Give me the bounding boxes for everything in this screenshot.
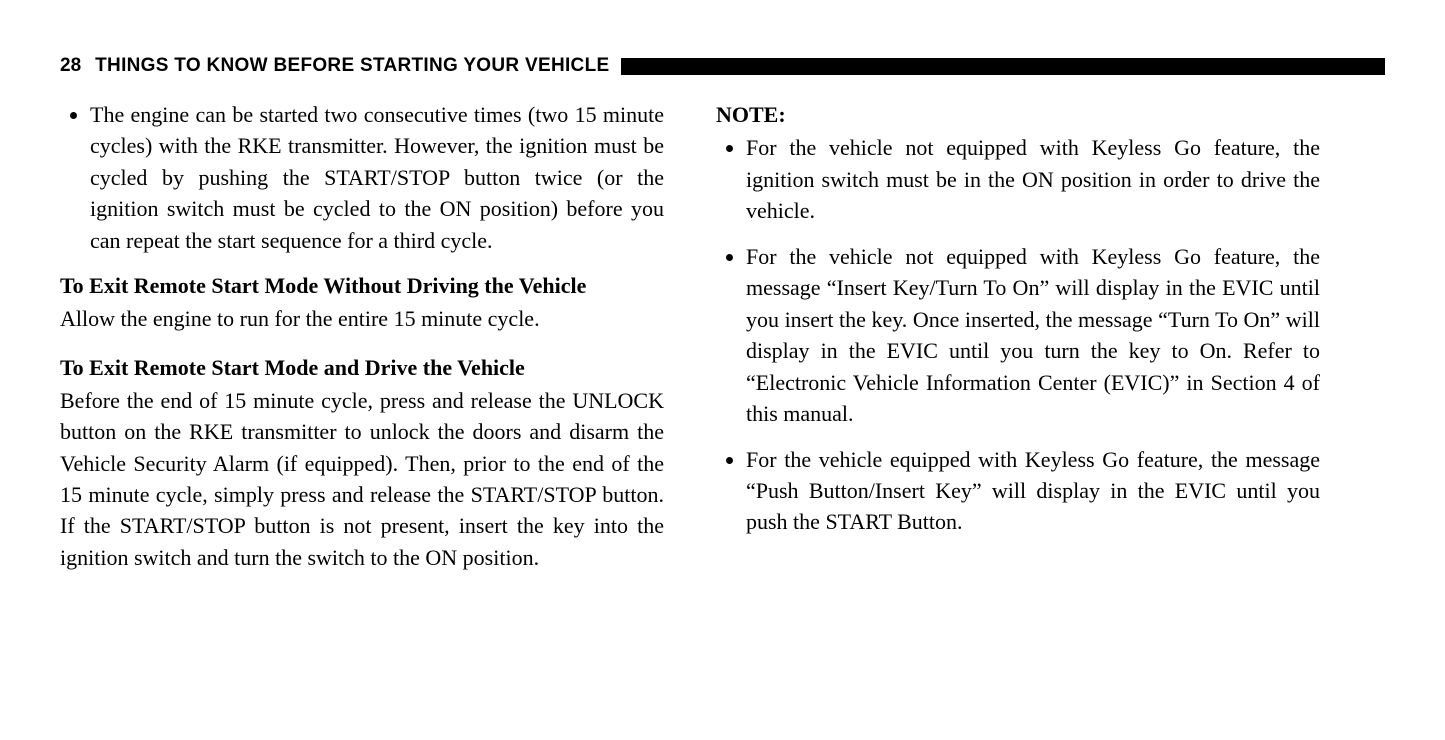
left-bullet-list: The engine can be started two consecutiv… (60, 99, 664, 256)
note-label: NOTE: (716, 99, 1320, 130)
list-item: For the vehicle not equipped with Keyles… (746, 132, 1320, 226)
page-number: 28 (60, 55, 81, 77)
right-column: NOTE: For the vehicle not equipped with … (716, 99, 1320, 573)
two-column-layout: The engine can be started two consecutiv… (60, 99, 1385, 573)
list-item: For the vehicle equipped with Keyless Go… (746, 444, 1320, 538)
subheading-exit-without-driving: To Exit Remote Start Mode Without Drivin… (60, 270, 664, 301)
list-item: For the vehicle not equipped with Keyles… (746, 241, 1320, 430)
left-column: The engine can be started two consecutiv… (60, 99, 664, 573)
document-page: 28 THINGS TO KNOW BEFORE STARTING YOUR V… (0, 0, 1445, 740)
section-title: THINGS TO KNOW BEFORE STARTING YOUR VEHI… (95, 55, 609, 77)
header-rule-bar (621, 58, 1385, 75)
body-paragraph: Before the end of 15 minute cycle, press… (60, 385, 664, 574)
subheading-exit-and-drive: To Exit Remote Start Mode and Drive the … (60, 352, 664, 383)
body-paragraph: Allow the engine to run for the entire 1… (60, 303, 664, 334)
list-item: The engine can be started two consecutiv… (90, 99, 664, 256)
right-bullet-list: For the vehicle not equipped with Keyles… (716, 132, 1320, 537)
page-header: 28 THINGS TO KNOW BEFORE STARTING YOUR V… (60, 55, 1385, 77)
